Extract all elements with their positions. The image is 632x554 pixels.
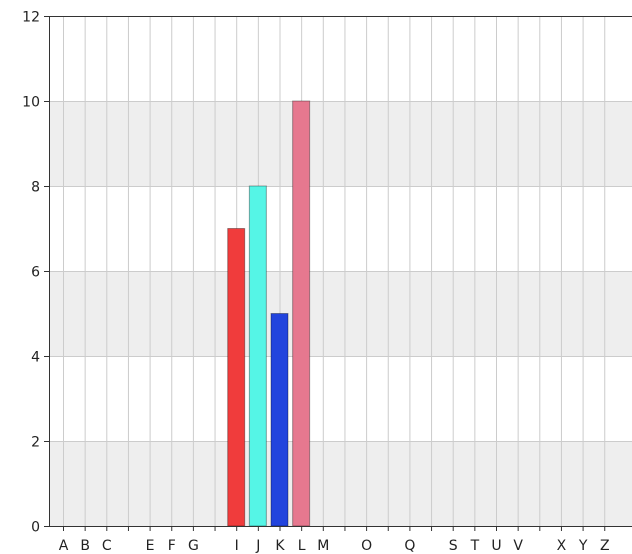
grid-band	[50, 271, 632, 356]
bar-j	[248, 185, 267, 527]
y-tick-label: 8	[31, 180, 40, 196]
y-tick-label: 0	[31, 520, 40, 536]
x-tick-label: I	[235, 538, 239, 554]
y-tick-label: 6	[31, 265, 40, 281]
background-bands	[50, 101, 632, 526]
x-tick-label: S	[449, 538, 458, 554]
x-tick-label: C	[102, 538, 112, 554]
x-tick-label: O	[361, 538, 372, 554]
x-tick-label: L	[298, 538, 306, 554]
x-tick-label: Z	[600, 538, 610, 554]
x-tick-label: G	[188, 538, 199, 554]
x-tick-label: K	[275, 538, 285, 554]
bar-i	[227, 228, 246, 527]
x-tick-label: A	[59, 538, 69, 554]
x-tick-label: F	[168, 538, 176, 554]
x-tick-label: U	[491, 538, 501, 554]
x-tick-label: J	[255, 538, 260, 554]
bar-l	[292, 100, 311, 527]
x-tick-label: E	[146, 538, 155, 554]
y-tick-label: 12	[22, 10, 40, 26]
y-tick-label: 4	[31, 350, 40, 366]
x-tick-label: V	[513, 538, 523, 554]
y-tick-label: 10	[22, 95, 40, 111]
x-tick-label: B	[80, 538, 90, 554]
grid-band	[50, 101, 632, 186]
grid-band	[50, 441, 632, 526]
x-tick-label: Q	[404, 538, 415, 554]
y-axis-ticks: 0 2 4 6 8 10 12	[22, 10, 50, 536]
x-tick-label: X	[557, 538, 567, 554]
x-tick-label: T	[470, 538, 480, 554]
x-tick-label: M	[317, 538, 329, 554]
horizontal-gridlines	[50, 101, 632, 442]
bars	[227, 100, 311, 527]
bar-k	[270, 313, 289, 527]
y-tick-label: 2	[31, 435, 40, 451]
x-tick-label: Y	[578, 538, 588, 554]
